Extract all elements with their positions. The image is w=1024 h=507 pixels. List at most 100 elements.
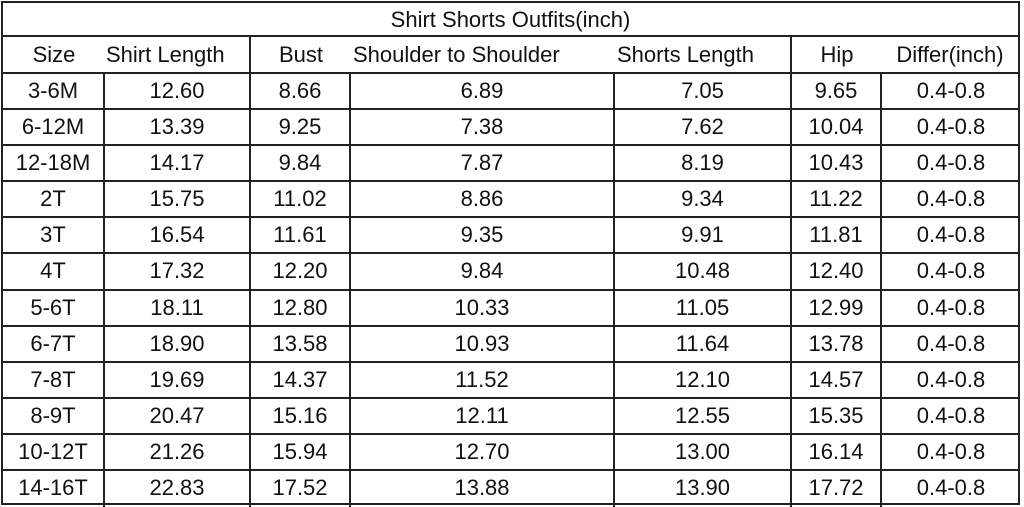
cell-size: 10-12T <box>3 434 105 470</box>
cell-hip: 10.04 <box>792 110 882 145</box>
cell-shorts-length: 11.05 <box>615 290 792 325</box>
cell-hip: 12.99 <box>792 290 882 325</box>
cell-shirt-length: 22.83 <box>105 471 251 507</box>
cell-shirt-length: 18.90 <box>105 326 251 361</box>
cell-bust: 11.61 <box>251 218 351 253</box>
cell-hip: 11.81 <box>792 218 882 253</box>
cell-shoulder: 9.84 <box>351 254 615 289</box>
header-shorts-length: Shorts Length <box>617 42 754 67</box>
table-body: 3-6M 12.60 8.66 6.89 7.05 9.65 0.4-0.8 6-12M 13.… <box>3 74 1018 507</box>
cell-bust: 12.20 <box>251 254 351 289</box>
cell-differ: 0.4-0.8 <box>916 438 986 464</box>
cell-shirt-length: 21.26 <box>105 434 251 470</box>
cell-bust: 11.02 <box>251 182 351 217</box>
cell-hip: 9.65 <box>792 74 882 109</box>
cell-shorts-length: 9.91 <box>615 218 792 253</box>
cell-shirt-length: 19.69 <box>105 362 251 397</box>
header-size: Size <box>32 42 76 67</box>
cell-shoulder: 6.89 <box>351 74 615 109</box>
cell-differ: 0.4-0.8 <box>916 150 986 176</box>
cell-shirt-length: 13.39 <box>105 110 251 145</box>
cell-shorts-length: 12.10 <box>615 362 792 397</box>
cell-shorts-length: 13.90 <box>615 471 792 507</box>
cell-differ: 0.4-0.8 <box>916 258 986 284</box>
header-row: Size Shirt Length Bust Shoulder to Shoul… <box>3 37 1018 74</box>
cell-hip: 11.22 <box>792 182 882 217</box>
table-row: 2T 15.75 11.02 8.86 9.34 11.22 0.4-0.8 <box>3 182 1018 219</box>
cell-shoulder: 10.33 <box>351 290 615 325</box>
cell-hip: 12.40 <box>792 254 882 289</box>
cell-differ: 0.4-0.8 <box>916 475 986 501</box>
cell-shirt-length: 12.60 <box>105 74 251 109</box>
cell-bust: 15.94 <box>251 434 351 470</box>
cell-size: 3T <box>3 218 105 253</box>
cell-differ: 0.4-0.8 <box>916 330 986 356</box>
table-row: 4T 17.32 12.20 9.84 10.48 12.40 0.4-0.8 <box>3 254 1018 291</box>
cell-size: 5-6T <box>3 290 105 325</box>
cell-shorts-length: 10.48 <box>615 254 792 289</box>
cell-bust: 15.16 <box>251 398 351 433</box>
cell-size: 12-18M <box>3 146 105 181</box>
table-row: 14-16T 22.83 17.52 13.88 13.90 17.72 0.4-0.8 <box>3 471 1018 507</box>
header-bust: Bust <box>278 42 324 67</box>
cell-bust: 9.84 <box>251 146 351 181</box>
cell-bust: 12.80 <box>251 290 351 325</box>
cell-shoulder: 7.87 <box>351 146 615 181</box>
cell-hip: 13.78 <box>792 326 882 361</box>
cell-size: 7-8T <box>3 362 105 397</box>
cell-bust: 14.37 <box>251 362 351 397</box>
cell-hip: 14.57 <box>792 362 882 397</box>
cell-differ: 0.4-0.8 <box>916 78 986 103</box>
cell-shorts-length: 12.55 <box>615 398 792 433</box>
cell-bust: 17.52 <box>251 471 351 507</box>
table-row: 7-8T 19.69 14.37 11.52 12.10 14.57 0.4-0.8 <box>3 362 1018 399</box>
cell-shoulder: 8.86 <box>351 182 615 217</box>
header-hip: Hip <box>820 42 854 67</box>
table-row: 3-6M 12.60 8.66 6.89 7.05 9.65 0.4-0.8 <box>3 74 1018 111</box>
cell-shoulder: 13.88 <box>351 471 615 507</box>
cell-size: 14-16T <box>3 471 105 507</box>
cell-size: 6-7T <box>3 326 105 361</box>
cell-shoulder: 12.11 <box>351 398 615 433</box>
header-shirt-length: Shirt Length <box>106 42 225 67</box>
divider <box>249 37 251 72</box>
cell-shirt-length: 14.17 <box>105 146 251 181</box>
cell-bust: 13.58 <box>251 326 351 361</box>
cell-shorts-length: 8.19 <box>615 146 792 181</box>
header-shoulder: Shoulder to Shoulder <box>353 42 560 67</box>
cell-differ: 0.4-0.8 <box>916 114 986 140</box>
cell-shorts-length: 11.64 <box>615 326 792 361</box>
table-row: 3T 16.54 11.61 9.35 9.91 11.81 0.4-0.8 <box>3 218 1018 255</box>
cell-shirt-length: 20.47 <box>105 398 251 433</box>
cell-size: 6-12M <box>3 110 105 145</box>
cell-shirt-length: 15.75 <box>105 182 251 217</box>
cell-shoulder: 9.35 <box>351 218 615 253</box>
cell-shoulder: 10.93 <box>351 326 615 361</box>
table-row: 6-12M 13.39 9.25 7.38 7.62 10.04 0.4-0.8 <box>3 110 1018 147</box>
header-differ: Differ(inch) <box>896 42 1004 67</box>
cell-size: 8-9T <box>3 398 105 433</box>
cell-hip: 15.35 <box>792 398 882 433</box>
cell-size: 3-6M <box>3 74 105 109</box>
cell-hip: 16.14 <box>792 434 882 470</box>
cell-size: 2T <box>3 182 105 217</box>
cell-shirt-length: 18.11 <box>105 290 251 325</box>
cell-shorts-length: 7.05 <box>615 74 792 109</box>
cell-differ: 0.4-0.8 <box>916 222 986 248</box>
cell-shorts-length: 7.62 <box>615 110 792 145</box>
cell-bust: 9.25 <box>251 110 351 145</box>
cell-shoulder: 11.52 <box>351 362 615 397</box>
cell-size: 4T <box>3 254 105 289</box>
table-row: 12-18M 14.17 9.84 7.87 8.19 10.43 0.4-0.8 <box>3 146 1018 183</box>
cell-shirt-length: 16.54 <box>105 218 251 253</box>
cell-differ: 0.4-0.8 <box>916 186 986 212</box>
cell-shoulder: 7.38 <box>351 110 615 145</box>
cell-differ: 0.4-0.8 <box>916 366 986 392</box>
cell-shoulder: 12.70 <box>351 434 615 470</box>
cell-bust: 8.66 <box>251 74 351 109</box>
table-row: 10-12T 21.26 15.94 12.70 13.00 16.14 0.4-0.8 <box>3 434 1018 472</box>
table-row: 6-7T 18.90 13.58 10.93 11.64 13.78 0.4-0.8 <box>3 326 1018 363</box>
table-row: 8-9T 20.47 15.16 12.11 12.55 15.35 0.4-0.8 <box>3 398 1018 435</box>
table-title: Shirt Shorts Outfits(inch) <box>3 3 1018 37</box>
